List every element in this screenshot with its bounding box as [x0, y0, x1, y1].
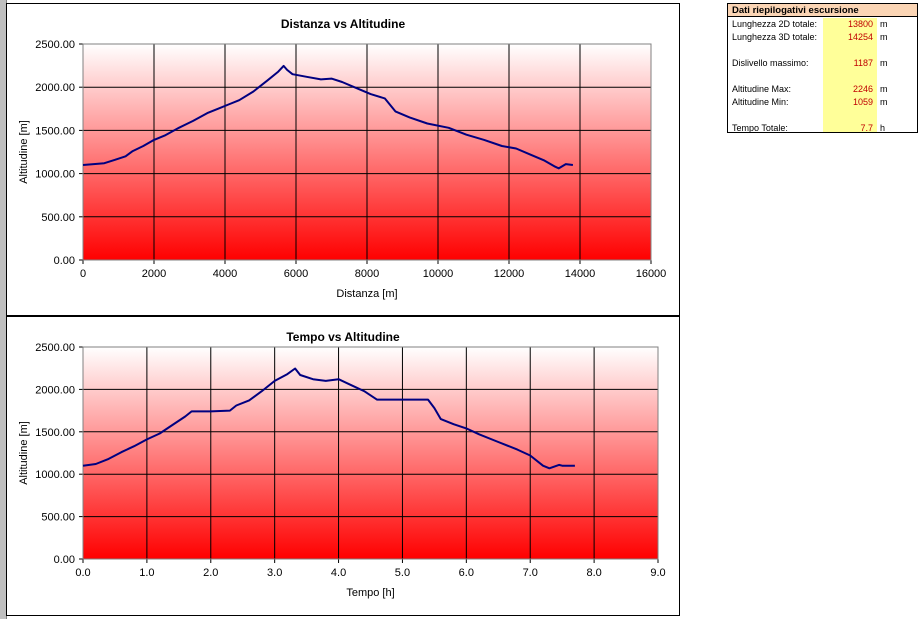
summary-label: Dislivello massimo:	[732, 58, 809, 68]
x-tick-label: 5.0	[395, 567, 410, 579]
y-tick-label: 2500.00	[35, 39, 75, 51]
summary-row-elevation-gain: Dislivello massimo: 1187 m	[728, 57, 917, 69]
x-tick-label: 8.0	[586, 567, 601, 579]
x-tick-label: 4000	[213, 268, 237, 280]
plot-border	[82, 346, 659, 560]
x-tick-label: 4.0	[331, 567, 346, 579]
summary-label: Altitudine Max:	[732, 84, 792, 94]
chart-title: Distanza vs Altitudine	[281, 17, 406, 31]
summary-unit: m	[880, 97, 888, 107]
altitude-series-line	[82, 367, 575, 470]
summary-label: Lunghezza 3D totale:	[732, 32, 818, 42]
x-tick-label: 1.0	[139, 567, 154, 579]
y-tick-label: 1000.00	[35, 169, 75, 181]
summary-label: Lunghezza 2D totale:	[732, 19, 818, 29]
altitude-series-line	[82, 64, 574, 170]
summary-row-altitude-min: Altitudine Min: 1059 m	[728, 96, 917, 108]
summary-value[interactable]: 1059	[852, 97, 873, 107]
x-axis-label: Distanza [m]	[336, 288, 397, 300]
chart-distance-altitude[interactable]: 0.00 500.00 1000.00 1500.00 2000.00 2500.00 0 2…	[6, 3, 680, 316]
summary-value[interactable]: 2246	[852, 84, 873, 94]
chart-svg: 0.00 500.00 1000.00 1500.00 2000.00 2500.00 0.…	[18, 330, 666, 599]
summary-label: Tempo Totale:	[732, 123, 788, 133]
y-tick-label: 1500.00	[35, 125, 75, 137]
summary-values-column	[823, 18, 877, 132]
summary-row-total-time: Tempo Totale: 7.7 h	[728, 122, 917, 134]
summary-title: Dati riepilogativi escursione	[728, 4, 917, 17]
summary-label: Altitudine Min:	[732, 97, 789, 107]
x-tick-label: 0.0	[75, 567, 90, 579]
x-tick-label: 2.0	[203, 567, 218, 579]
y-axis-label: Altitudine [m]	[18, 421, 30, 485]
summary-row-altitude-max: Altitudine Max: 2246 m	[728, 83, 917, 95]
x-tick-label: 8000	[355, 268, 379, 280]
x-tick-label: 0	[80, 268, 86, 280]
x-axis-label: Tempo [h]	[346, 587, 394, 599]
x-tick-label: 6000	[284, 268, 308, 280]
chart-title: Tempo vs Altitudine	[286, 330, 400, 344]
y-tick-label: 500.00	[41, 212, 75, 224]
summary-row-length-2d: Lunghezza 2D totale: 13800 m	[728, 18, 917, 30]
y-tick-label: 2000.00	[35, 384, 75, 396]
y-tick-label: 2000.00	[35, 82, 75, 94]
x-tick-label: 7.0	[523, 567, 538, 579]
y-tick-label: 0.00	[54, 554, 75, 566]
y-axis-label: Altitudine [m]	[18, 120, 30, 184]
x-tick-label: 10000	[423, 268, 454, 280]
summary-value[interactable]: 13800	[847, 19, 873, 29]
summary-value[interactable]: 7.7	[860, 123, 873, 133]
chart-svg: 0.00 500.00 1000.00 1500.00 2000.00 2500.00 0 2…	[18, 17, 667, 300]
summary-unit: h	[880, 123, 886, 133]
x-tick-label: 16000	[636, 268, 667, 280]
x-tick-label: 6.0	[459, 567, 474, 579]
chart-time-altitude[interactable]: 0.00 500.00 1000.00 1500.00 2000.00 2500.00 0.…	[6, 316, 680, 616]
x-tick-label: 2000	[142, 268, 166, 280]
x-tick-label: 9.0	[650, 567, 665, 579]
y-tick-label: 1000.00	[35, 469, 75, 481]
y-tick-label: 0.00	[54, 255, 75, 267]
y-tick-label: 2500.00	[35, 342, 75, 354]
summary-value[interactable]: 14254	[847, 32, 873, 42]
y-tick-label: 1500.00	[35, 427, 75, 439]
x-tick-label: 14000	[565, 268, 596, 280]
summary-value[interactable]: 1187	[853, 58, 873, 68]
summary-unit: m	[880, 84, 888, 94]
summary-row-length-3d: Lunghezza 3D totale: 14254 m	[728, 31, 917, 43]
summary-unit: m	[880, 32, 888, 42]
x-tick-label: 12000	[494, 268, 525, 280]
plot-area	[83, 347, 658, 559]
y-tick-label: 500.00	[41, 512, 75, 524]
summary-table: Dati riepilogativi escursione Lunghezza …	[727, 3, 918, 133]
summary-unit: m	[880, 19, 888, 29]
plot-border	[82, 43, 652, 261]
summary-unit: m	[880, 58, 888, 68]
x-tick-label: 3.0	[267, 567, 282, 579]
